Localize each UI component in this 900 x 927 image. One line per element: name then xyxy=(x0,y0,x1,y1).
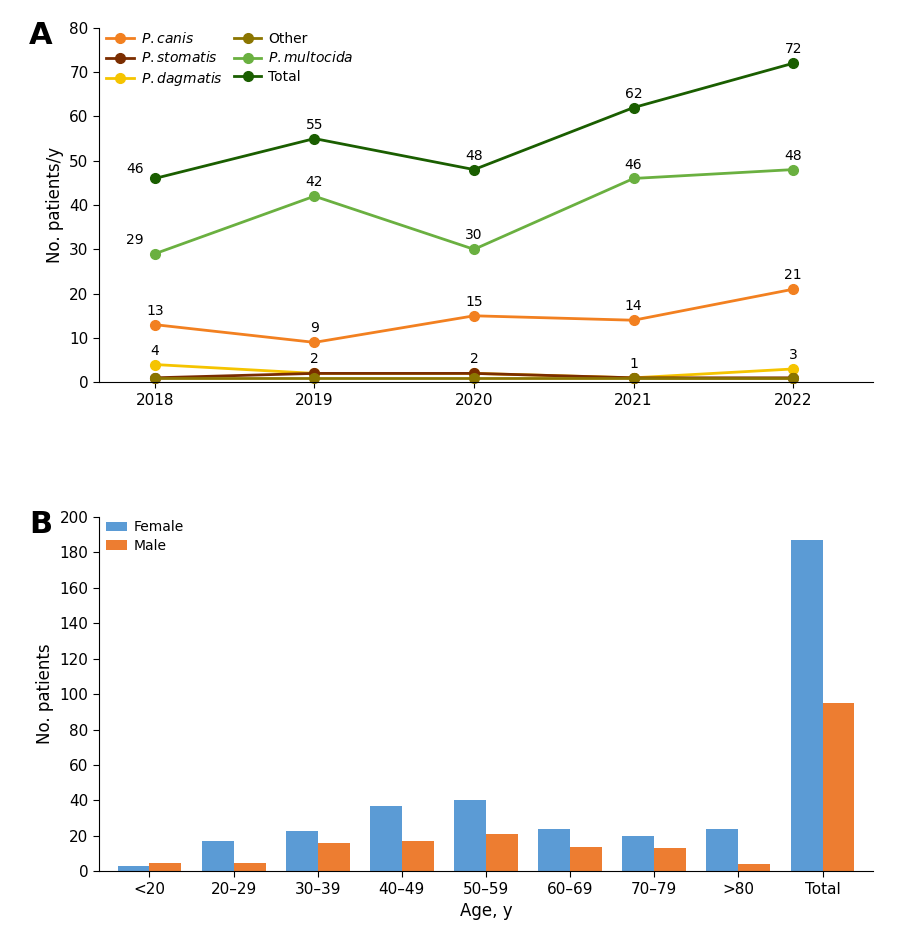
Bar xyxy=(738,864,770,871)
Bar xyxy=(454,801,486,871)
Text: 3: 3 xyxy=(788,348,797,362)
Text: 42: 42 xyxy=(306,175,323,189)
Text: 1: 1 xyxy=(629,357,638,371)
Text: 15: 15 xyxy=(465,295,482,309)
Bar xyxy=(790,540,823,871)
Text: A: A xyxy=(30,20,53,50)
Bar xyxy=(318,843,350,871)
Legend: Female, Male: Female, Male xyxy=(106,520,184,552)
Bar xyxy=(402,842,434,871)
Text: B: B xyxy=(30,510,52,539)
Bar xyxy=(202,842,234,871)
Bar xyxy=(486,834,518,871)
Text: 55: 55 xyxy=(306,118,323,132)
Bar xyxy=(234,862,266,871)
Bar xyxy=(538,829,570,871)
Text: 13: 13 xyxy=(146,304,164,318)
Text: 72: 72 xyxy=(785,43,802,57)
Bar xyxy=(570,846,602,871)
Legend: $\it{P. canis}$, $\it{P. stomatis}$, $\it{P. dagmatis}$, Other, $\it{P. multocid: $\it{P. canis}$, $\it{P. stomatis}$, $\i… xyxy=(106,32,354,87)
Text: 62: 62 xyxy=(625,86,643,101)
Bar xyxy=(823,703,854,871)
Bar xyxy=(622,836,654,871)
Text: 4: 4 xyxy=(150,344,159,358)
Y-axis label: No. patients/y: No. patients/y xyxy=(46,147,64,263)
Bar xyxy=(118,866,149,871)
Bar xyxy=(706,829,738,871)
Bar xyxy=(149,862,182,871)
Text: 48: 48 xyxy=(785,148,802,162)
Text: 2: 2 xyxy=(470,352,479,366)
Y-axis label: No. patients: No. patients xyxy=(36,644,54,744)
Text: 14: 14 xyxy=(625,299,643,313)
Text: 29: 29 xyxy=(126,233,144,247)
Text: 21: 21 xyxy=(785,268,802,282)
Bar xyxy=(286,831,318,871)
Text: 46: 46 xyxy=(625,158,643,171)
Bar xyxy=(370,806,402,871)
Text: 30: 30 xyxy=(465,228,482,242)
Text: 46: 46 xyxy=(126,161,144,176)
Text: 48: 48 xyxy=(465,148,482,162)
Text: 9: 9 xyxy=(310,322,319,336)
X-axis label: Age, y: Age, y xyxy=(460,902,512,921)
Bar xyxy=(654,848,686,871)
Text: 2: 2 xyxy=(310,352,319,366)
